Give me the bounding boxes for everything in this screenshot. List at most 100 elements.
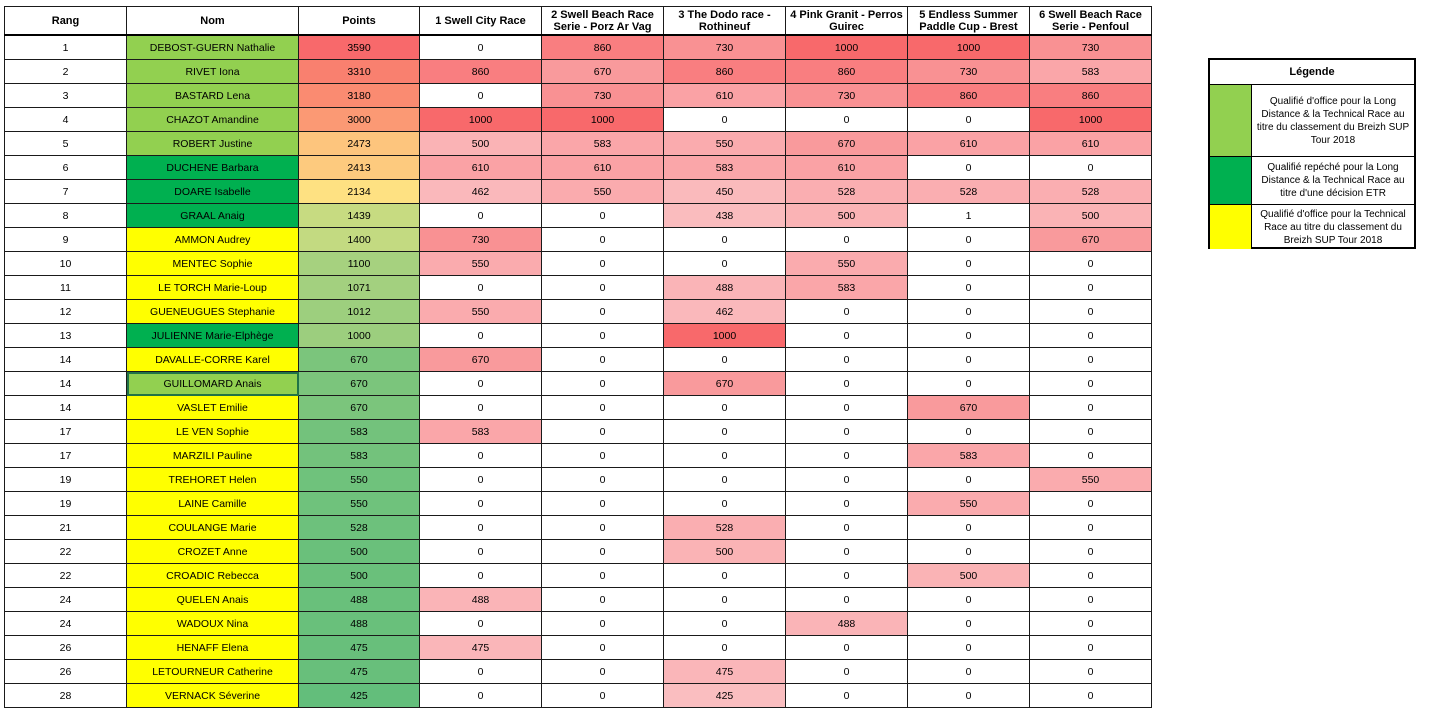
cell-points[interactable]: 500 <box>298 563 420 588</box>
cell-race-1[interactable]: 0 <box>419 83 542 108</box>
cell-race-1[interactable]: 475 <box>419 635 542 660</box>
cell-race-6[interactable]: 0 <box>1029 323 1152 348</box>
cell-race-1[interactable]: 0 <box>419 34 542 60</box>
cell-race-1[interactable]: 0 <box>419 395 542 420</box>
cell-race-1[interactable]: 0 <box>419 371 542 396</box>
cell-points[interactable]: 528 <box>298 515 420 540</box>
cell-race-1[interactable]: 610 <box>419 155 542 180</box>
cell-points[interactable]: 550 <box>298 491 420 516</box>
cell-race-6[interactable]: 0 <box>1029 299 1152 324</box>
cell-race-6[interactable]: 528 <box>1029 179 1152 204</box>
cell-race-4[interactable]: 583 <box>785 275 908 300</box>
cell-race-4[interactable]: 670 <box>785 131 908 156</box>
cell-race-5[interactable]: 670 <box>907 395 1030 420</box>
cell-nom[interactable]: DOARE Isabelle <box>126 179 299 204</box>
cell-nom[interactable]: BASTARD Lena <box>126 83 299 108</box>
cell-nom[interactable]: AMMON Audrey <box>126 227 299 252</box>
cell-race-5[interactable]: 0 <box>907 251 1030 276</box>
cell-points[interactable]: 2473 <box>298 131 420 156</box>
header-points[interactable]: Points <box>298 6 420 36</box>
cell-race-2[interactable]: 0 <box>541 227 664 252</box>
cell-rang[interactable]: 11 <box>4 275 127 300</box>
cell-race-3[interactable]: 730 <box>663 34 786 60</box>
cell-race-3[interactable]: 488 <box>663 275 786 300</box>
cell-race-2[interactable]: 0 <box>541 467 664 492</box>
cell-race-2[interactable]: 0 <box>541 347 664 372</box>
cell-race-1[interactable]: 550 <box>419 251 542 276</box>
cell-race-5[interactable]: 583 <box>907 443 1030 468</box>
cell-race-2[interactable]: 0 <box>541 395 664 420</box>
cell-nom[interactable]: CROZET Anne <box>126 539 299 564</box>
cell-nom[interactable]: JULIENNE Marie-Elphège <box>126 323 299 348</box>
cell-race-4[interactable]: 550 <box>785 251 908 276</box>
cell-race-5[interactable]: 0 <box>907 635 1030 660</box>
cell-rang[interactable]: 17 <box>4 443 127 468</box>
cell-race-1[interactable]: 0 <box>419 515 542 540</box>
cell-rang[interactable]: 21 <box>4 515 127 540</box>
cell-nom[interactable]: WADOUX Nina <box>126 611 299 636</box>
cell-race-3[interactable]: 550 <box>663 131 786 156</box>
cell-race-4[interactable]: 0 <box>785 563 908 588</box>
cell-race-3[interactable]: 0 <box>663 611 786 636</box>
cell-rang[interactable]: 12 <box>4 299 127 324</box>
cell-race-5[interactable]: 610 <box>907 131 1030 156</box>
cell-race-4[interactable]: 0 <box>785 347 908 372</box>
cell-race-2[interactable]: 0 <box>541 419 664 444</box>
cell-race-2[interactable]: 0 <box>541 299 664 324</box>
cell-nom[interactable]: DUCHENE Barbara <box>126 155 299 180</box>
cell-race-1[interactable]: 488 <box>419 587 542 612</box>
cell-nom[interactable]: LE VEN Sophie <box>126 419 299 444</box>
cell-race-6[interactable]: 0 <box>1029 587 1152 612</box>
cell-race-1[interactable]: 0 <box>419 611 542 636</box>
cell-race-1[interactable]: 0 <box>419 323 542 348</box>
cell-race-4[interactable]: 610 <box>785 155 908 180</box>
cell-race-6[interactable]: 730 <box>1029 34 1152 60</box>
cell-rang[interactable]: 26 <box>4 635 127 660</box>
cell-race-2[interactable]: 1000 <box>541 107 664 132</box>
cell-race-6[interactable]: 1000 <box>1029 107 1152 132</box>
cell-race-3[interactable]: 450 <box>663 179 786 204</box>
cell-race-6[interactable]: 0 <box>1029 611 1152 636</box>
header-race-4[interactable]: 4 Pink Granit - Perros Guirec <box>785 6 908 36</box>
cell-race-4[interactable]: 0 <box>785 395 908 420</box>
cell-points[interactable]: 1000 <box>298 323 420 348</box>
cell-rang[interactable]: 8 <box>4 203 127 228</box>
cell-rang[interactable]: 22 <box>4 539 127 564</box>
cell-race-4[interactable]: 0 <box>785 299 908 324</box>
cell-points[interactable]: 3310 <box>298 59 420 84</box>
cell-points[interactable]: 1400 <box>298 227 420 252</box>
cell-rang[interactable]: 5 <box>4 131 127 156</box>
cell-race-5[interactable]: 0 <box>907 467 1030 492</box>
cell-race-1[interactable]: 0 <box>419 563 542 588</box>
cell-race-3[interactable]: 1000 <box>663 323 786 348</box>
cell-race-6[interactable]: 550 <box>1029 467 1152 492</box>
cell-race-2[interactable]: 0 <box>541 491 664 516</box>
cell-race-3[interactable]: 583 <box>663 155 786 180</box>
cell-points[interactable]: 1439 <box>298 203 420 228</box>
cell-nom[interactable]: GUILLOMARD Anais <box>126 371 299 396</box>
cell-rang[interactable]: 10 <box>4 251 127 276</box>
header-race-2[interactable]: 2 Swell Beach Race Serie - Porz Ar Vag <box>541 6 664 36</box>
cell-race-3[interactable]: 462 <box>663 299 786 324</box>
cell-nom[interactable]: LETOURNEUR Catherine <box>126 659 299 684</box>
cell-race-2[interactable]: 0 <box>541 659 664 684</box>
cell-rang[interactable]: 19 <box>4 491 127 516</box>
cell-nom[interactable]: HENAFF Elena <box>126 635 299 660</box>
cell-nom[interactable]: VASLET Emilie <box>126 395 299 420</box>
cell-race-5[interactable]: 0 <box>907 515 1030 540</box>
cell-race-4[interactable]: 0 <box>785 491 908 516</box>
cell-race-3[interactable]: 610 <box>663 83 786 108</box>
cell-race-5[interactable]: 0 <box>907 227 1030 252</box>
cell-rang[interactable]: 2 <box>4 59 127 84</box>
cell-race-3[interactable]: 438 <box>663 203 786 228</box>
cell-rang[interactable]: 14 <box>4 395 127 420</box>
cell-race-6[interactable]: 0 <box>1029 539 1152 564</box>
header-race-1[interactable]: 1 Swell City Race <box>419 6 542 36</box>
cell-points[interactable]: 1012 <box>298 299 420 324</box>
cell-race-1[interactable]: 0 <box>419 659 542 684</box>
cell-points[interactable]: 670 <box>298 347 420 372</box>
cell-race-1[interactable]: 0 <box>419 491 542 516</box>
cell-race-5[interactable]: 0 <box>907 611 1030 636</box>
cell-race-5[interactable]: 0 <box>907 587 1030 612</box>
cell-nom[interactable]: ROBERT Justine <box>126 131 299 156</box>
